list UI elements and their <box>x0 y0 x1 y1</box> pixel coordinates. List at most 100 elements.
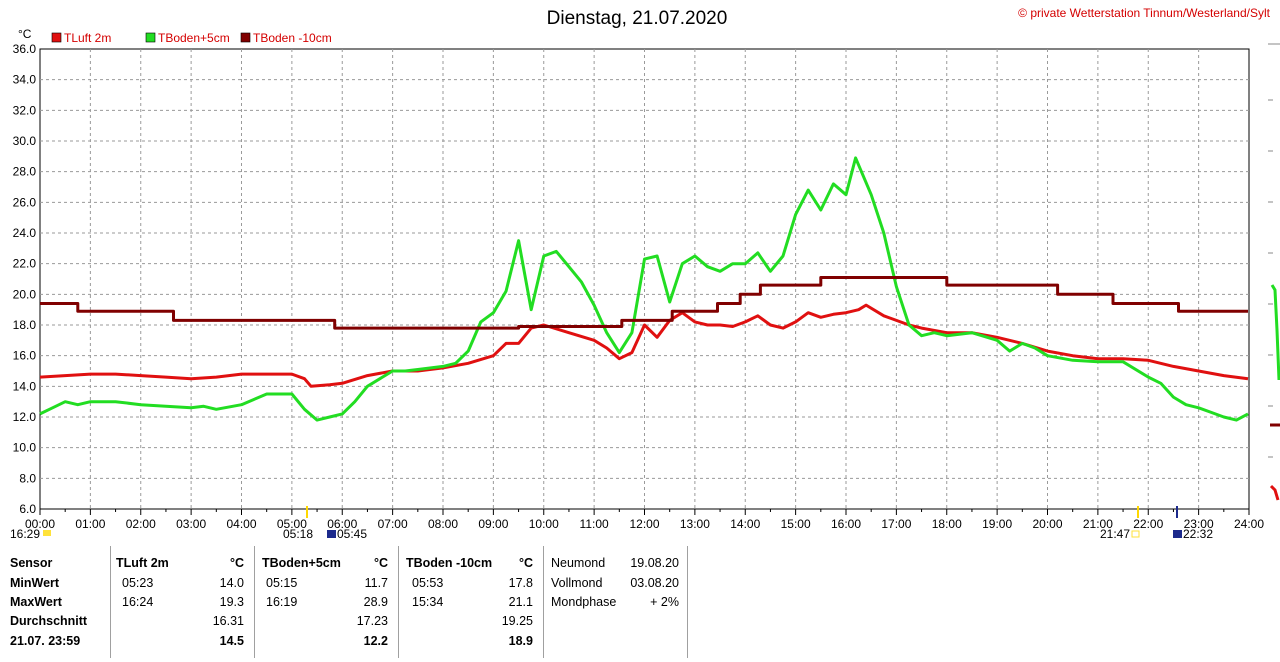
sensor-panel-tluft: TLuft 2m °C 05:23 14.0 16:24 19.3 16.31 … <box>110 546 255 658</box>
temperature-chart: Dienstag, 21.07.2020 © private Wettersta… <box>10 6 1280 541</box>
x-tick-label: 08:00 <box>428 517 458 531</box>
row-label-current: 21.07. 23:59 <box>10 634 81 648</box>
y-tick-label: 20.0 <box>13 287 37 301</box>
x-tick-label: 24:00 <box>1234 517 1264 531</box>
sensor-panel-tboden10: TBoden -10cm °C 05:53 17.8 15:34 21.1 19… <box>398 546 544 658</box>
row-label-max: MaxWert <box>10 595 62 609</box>
row-label-avg: Durchschnitt <box>10 614 88 628</box>
current-value: 14.5 <box>219 634 244 648</box>
x-tick-label: 17:00 <box>881 517 911 531</box>
legend-label: TBoden -10cm <box>253 31 332 45</box>
y-tick-label: 34.0 <box>13 73 37 87</box>
moon-panel: Neumond 19.08.20 Vollmond 03.08.20 Mondp… <box>543 546 688 658</box>
x-axis: 00:00 01:00 02:00 03:00 04:00 05:00 06:00 07:00… <box>25 509 1264 531</box>
x-tick-label: 05:00 <box>277 517 307 531</box>
max-time: 16:24 <box>122 595 154 609</box>
x-tick-label: 12:00 <box>629 517 659 531</box>
moonrise-icon <box>327 530 336 538</box>
x-tick-label: 18:00 <box>932 517 962 531</box>
y-tick-label: 30.0 <box>13 134 37 148</box>
legend-swatch <box>240 32 251 43</box>
sunrise-time: 05:18 <box>283 527 313 541</box>
moon-value: + 2% <box>650 595 679 609</box>
sunset-prev-time: 16:29 <box>10 527 40 541</box>
min-time: 05:23 <box>122 576 154 590</box>
x-tick-label: 16:00 <box>831 517 861 531</box>
x-tick-label: 11:00 <box>580 517 609 531</box>
moon-label: Neumond <box>551 556 606 570</box>
legend-swatch <box>145 32 156 43</box>
x-tick-label: 00:00 <box>25 517 55 531</box>
x-tick-label: 07:00 <box>378 517 408 531</box>
y-tick-label: 22.0 <box>13 257 37 271</box>
x-tick-label: 09:00 <box>478 517 508 531</box>
x-tick-label: 03:00 <box>176 517 206 531</box>
avg-value: 17.23 <box>356 614 388 628</box>
legend-label: TBoden+5cm <box>158 31 230 45</box>
x-tick-label: 04:00 <box>226 517 256 531</box>
sensor-name: TBoden -10cm <box>406 556 493 570</box>
row-label-min: MinWert <box>10 576 60 590</box>
legend: TLuft 2m TBoden+5cm TBoden -10cm <box>51 31 332 45</box>
min-value: 17.8 <box>508 576 533 590</box>
copyright-text: © private Wetterstation Tinnum/Westerlan… <box>1018 6 1271 20</box>
sensor-unit: °C <box>229 556 244 570</box>
moon-label: Vollmond <box>551 576 603 590</box>
right-edge-marks <box>1268 43 1280 501</box>
y-unit-label: °C <box>18 27 32 41</box>
x-tick-label: 02:00 <box>126 517 156 531</box>
x-tick-label: 10:00 <box>529 517 559 531</box>
sensor-name: TLuft 2m <box>116 556 169 570</box>
min-value: 14.0 <box>219 576 244 590</box>
y-tick-label: 18.0 <box>13 318 37 332</box>
min-time: 05:15 <box>266 576 298 590</box>
legend-label: TLuft 2m <box>64 31 111 45</box>
min-time: 05:53 <box>412 576 444 590</box>
current-value: 12.2 <box>363 634 388 648</box>
max-time: 16:19 <box>266 595 298 609</box>
max-value: 28.9 <box>363 595 388 609</box>
sensor-unit: °C <box>373 556 388 570</box>
max-value: 19.3 <box>219 595 244 609</box>
right-mark-tluft <box>1269 484 1280 501</box>
plot-area <box>39 156 1249 422</box>
y-tick-label: 6.0 <box>19 502 36 516</box>
x-tick-label: 21:00 <box>1083 517 1113 531</box>
y-tick-label: 32.0 <box>13 103 37 117</box>
moonrise-time: 05:45 <box>337 527 367 541</box>
y-tick-label: 26.0 <box>13 195 37 209</box>
avg-value: 19.25 <box>501 614 533 628</box>
y-tick-label: 36.0 <box>13 42 37 56</box>
y-tick-label: 8.0 <box>19 471 36 485</box>
chart-title: Dienstag, 21.07.2020 <box>547 8 728 29</box>
moonset-icon <box>1173 530 1182 538</box>
y-tick-label: 16.0 <box>13 349 37 363</box>
x-tick-label: 22:00 <box>1133 517 1163 531</box>
x-tick-label: 19:00 <box>982 517 1012 531</box>
x-tick-label: 06:00 <box>327 517 357 531</box>
moonset-time: 22:32 <box>1183 527 1213 541</box>
y-tick-label: 12.0 <box>13 410 37 424</box>
moon-label: Mondphase <box>551 595 617 609</box>
legend-swatch <box>51 32 62 43</box>
sensor-panel-tboden5: TBoden+5cm °C 05:15 11.7 16:19 28.9 17.2… <box>254 546 399 658</box>
y-tick-label: 10.0 <box>13 441 37 455</box>
max-time: 15:34 <box>412 595 444 609</box>
avg-value: 16.31 <box>212 614 244 628</box>
x-tick-label: 15:00 <box>781 517 811 531</box>
series-line <box>40 276 1248 330</box>
x-tick-label: 14:00 <box>730 517 760 531</box>
sensor-header: Sensor <box>10 556 53 570</box>
min-value: 11.7 <box>364 576 388 590</box>
x-tick-label: 13:00 <box>680 517 710 531</box>
chart-grid <box>39 48 1250 510</box>
sunset-icon <box>43 530 51 536</box>
x-tick-label: 23:00 <box>1184 517 1214 531</box>
x-tick-label: 20:00 <box>1032 517 1062 531</box>
max-value: 21.1 <box>508 595 533 609</box>
moon-value: 19.08.20 <box>630 556 679 570</box>
right-mark-tboden5 <box>1270 284 1280 381</box>
sunset-icon-2 <box>1131 530 1140 538</box>
sensor-column: Sensor MinWert MaxWert Durchschnitt 21.0… <box>0 546 111 658</box>
series-line <box>39 156 1249 422</box>
